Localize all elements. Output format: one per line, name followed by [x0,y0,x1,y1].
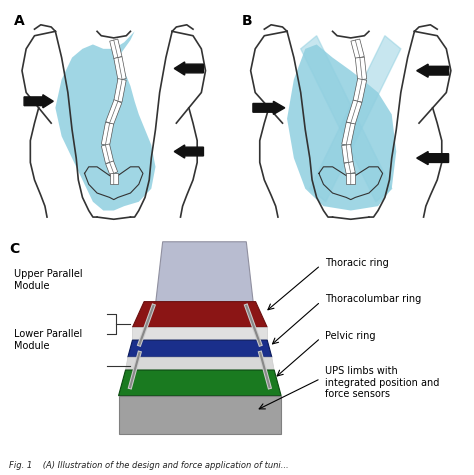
Polygon shape [101,122,114,146]
Polygon shape [106,161,118,175]
Polygon shape [114,78,126,102]
Text: Lower Parallel
Module: Lower Parallel Module [14,329,82,351]
Polygon shape [55,31,155,210]
Polygon shape [132,302,267,327]
FancyArrow shape [417,152,448,165]
FancyArrow shape [174,62,203,75]
Polygon shape [126,357,274,370]
FancyArrow shape [253,101,285,114]
Polygon shape [114,57,126,80]
Polygon shape [109,173,118,184]
Polygon shape [356,57,367,80]
Polygon shape [342,122,355,146]
Polygon shape [101,144,114,163]
Text: Pelvic ring: Pelvic ring [325,331,376,341]
Polygon shape [118,396,281,434]
Polygon shape [351,39,365,58]
Polygon shape [106,100,122,125]
Polygon shape [154,242,255,323]
Text: Thoracic ring: Thoracic ring [325,258,389,268]
Text: Thoracolumbar ring: Thoracolumbar ring [325,294,421,304]
Text: C: C [9,242,19,256]
Polygon shape [344,162,355,174]
Polygon shape [346,100,362,124]
Text: Fig. 1    (A) Illustration of the design and force application of tuni...: Fig. 1 (A) Illustration of the design an… [9,461,289,470]
Polygon shape [118,370,281,396]
Polygon shape [342,144,353,163]
Text: UPS limbs with
integrated position and
force sensors: UPS limbs with integrated position and f… [325,366,439,399]
Polygon shape [109,39,122,58]
Polygon shape [132,327,267,340]
Text: Upper Parallel
Module: Upper Parallel Module [14,269,82,291]
FancyArrow shape [417,64,448,77]
Polygon shape [287,45,396,210]
Polygon shape [128,340,272,357]
Polygon shape [353,78,366,102]
Text: A: A [14,14,24,28]
Polygon shape [310,36,401,202]
Polygon shape [346,173,356,184]
Polygon shape [301,36,392,202]
Text: B: B [242,14,252,28]
FancyArrow shape [174,145,203,158]
FancyArrow shape [24,95,53,108]
